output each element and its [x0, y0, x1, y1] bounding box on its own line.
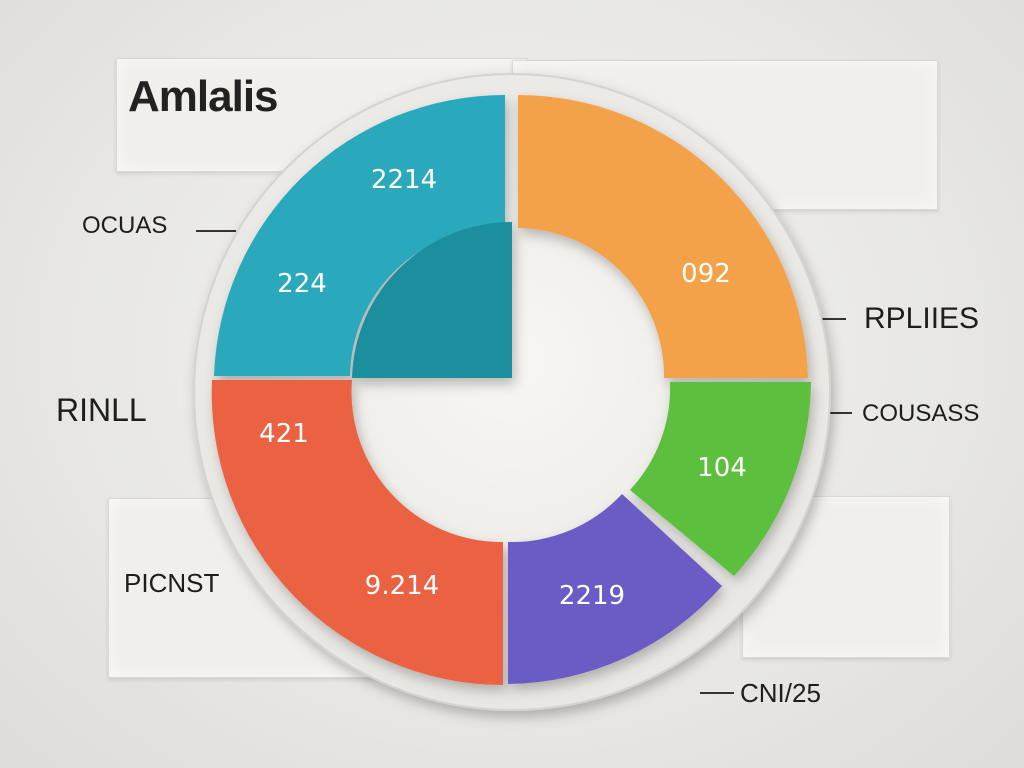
- value-teal-top: 2214: [371, 165, 437, 195]
- legend-label-picnst: PICNST: [124, 568, 220, 598]
- value-red-top: 421: [259, 419, 309, 449]
- slice-green: [630, 382, 811, 576]
- value-red-bottom: 9.214: [365, 571, 439, 601]
- slice-teal: [214, 94, 505, 377]
- leader-line-ocuas: [196, 230, 236, 232]
- chart-title: Amlalis: [128, 72, 279, 121]
- leader-line-cni25: [700, 692, 734, 694]
- value-orange: 092: [681, 259, 731, 289]
- legend-label-ocuas: OCUAS: [82, 212, 168, 239]
- slice-teal-inner: [352, 222, 512, 378]
- legend-label-rpliies: RPLIIES: [864, 302, 980, 335]
- legend-label-cousass: COUSASS: [862, 400, 980, 427]
- slice-red: [211, 380, 503, 685]
- slice-purple: [508, 494, 722, 684]
- value-green: 104: [697, 453, 747, 483]
- value-teal-left: 224: [277, 269, 327, 299]
- value-purple: 2219: [559, 581, 625, 611]
- legend-label-cni25: CNI/25: [740, 678, 821, 708]
- legend-label-rinll: RINLL: [56, 392, 147, 428]
- slice-orange: [518, 94, 808, 378]
- leader-line-cousass: [830, 412, 852, 414]
- leader-line-rpliies: [822, 318, 846, 320]
